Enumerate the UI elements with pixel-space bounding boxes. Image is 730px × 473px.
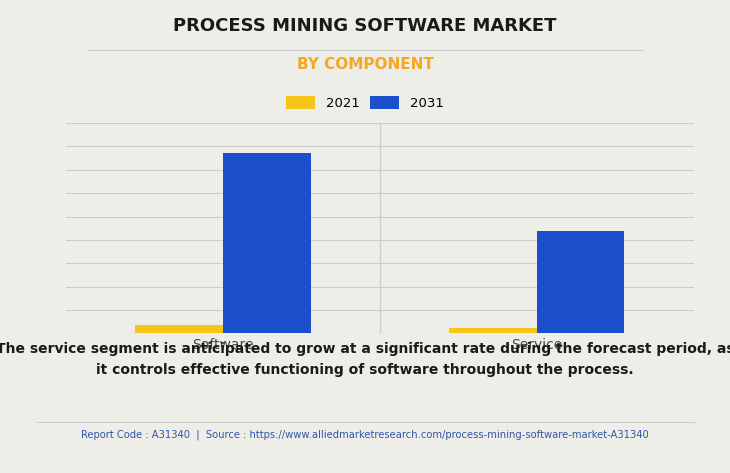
Bar [223,153,310,333]
Text: Report Code : A31340  |  Source : https://www.alliedmarketresearch.com/process-m: Report Code : A31340 | Source : https://… [81,429,649,440]
Bar [537,230,624,333]
Text: The service segment is anticipated to grow at a significant rate during the fore: The service segment is anticipated to gr… [0,342,730,377]
Bar [135,325,223,333]
Bar [449,328,537,333]
Legend: 2021, 2031: 2021, 2031 [286,96,444,110]
Text: BY COMPONENT: BY COMPONENT [296,57,434,72]
Text: PROCESS MINING SOFTWARE MARKET: PROCESS MINING SOFTWARE MARKET [173,17,557,35]
